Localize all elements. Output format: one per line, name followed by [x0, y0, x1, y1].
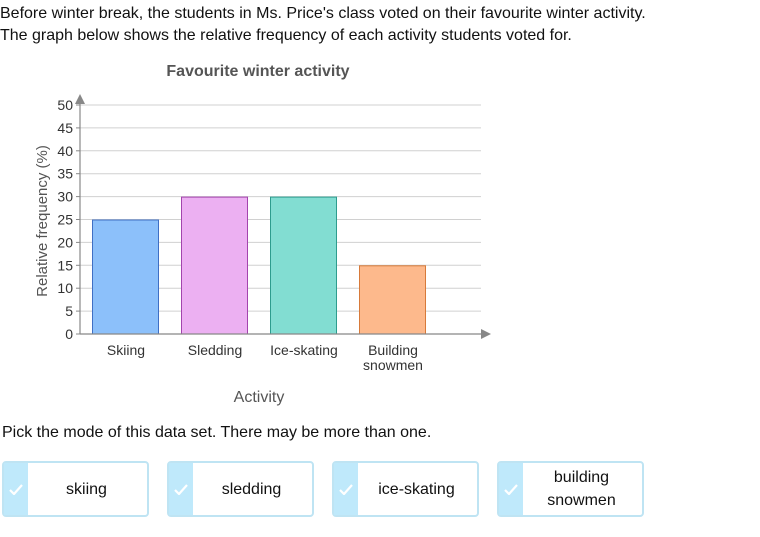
y-tick-label: 45	[57, 120, 73, 136]
choice-label-line: building	[553, 469, 610, 486]
x-tick-label: Skiing	[107, 342, 145, 358]
bar	[359, 265, 426, 335]
checkmark-icon	[334, 463, 358, 515]
problem-intro: Before winter break, the students in Ms.…	[0, 3, 760, 47]
bar	[92, 219, 159, 335]
bar-chart: Favourite winter activity 0 5 10 15 20 25 30 35…	[34, 63, 491, 406]
y-tick-label: 50	[57, 97, 73, 113]
chart-title: Favourite winter activity	[166, 63, 349, 80]
checkmark-icon	[169, 463, 193, 515]
x-tick-label: snowmen	[363, 357, 423, 373]
choice-label-line: ice-skating	[378, 480, 455, 498]
x-tick-label: Sledding	[188, 342, 243, 358]
choice-label-line: snowmen	[547, 492, 616, 509]
x-axis-label: Activity	[234, 389, 285, 406]
chart-axes	[75, 94, 491, 339]
choice-label: ice-skating	[360, 463, 473, 515]
choice-building-snowmen[interactable]: building snowmen	[497, 461, 644, 517]
intro-line-2: The graph below shows the relative frequ…	[0, 27, 572, 44]
y-tick-label: 40	[57, 143, 73, 159]
y-axis-label: Relative frequency (%)	[34, 145, 51, 297]
x-axis-arrow	[481, 329, 491, 339]
checkmark-icon	[499, 463, 523, 515]
choice-sledding[interactable]: sledding	[167, 461, 314, 517]
choice-label-line: skiing	[66, 480, 107, 498]
choice-label: sledding	[195, 463, 308, 515]
checkmark-icon	[4, 463, 28, 515]
y-tick-label: 35	[57, 166, 73, 182]
choice-label: building snowmen	[525, 463, 638, 515]
bar	[270, 196, 337, 335]
question-prompt: Pick the mode of this data set. There ma…	[2, 424, 432, 441]
y-tick-label: 5	[65, 303, 73, 319]
y-tick-label: 20	[57, 234, 73, 250]
choice-label-line: sledding	[221, 480, 282, 498]
y-tick-label: 10	[57, 280, 73, 296]
y-tick-label: 30	[57, 189, 73, 205]
y-tick-label: 0	[65, 326, 73, 342]
bar	[181, 196, 248, 335]
x-tick-label: Ice-skating	[270, 342, 338, 358]
y-tick-label: 25	[57, 212, 73, 228]
intro-line-1: Before winter break, the students in Ms.…	[0, 5, 646, 22]
x-tick-label: Building	[368, 342, 418, 358]
y-axis-arrow	[75, 94, 85, 104]
choice-ice-skating[interactable]: ice-skating	[332, 461, 479, 517]
choice-label: skiing	[30, 463, 143, 515]
y-tick-label: 15	[57, 257, 73, 273]
y-tick-labels: 0 5 10 15 20 25 30 35 40 45 50	[57, 97, 73, 342]
choice-skiing[interactable]: skiing	[2, 461, 149, 517]
